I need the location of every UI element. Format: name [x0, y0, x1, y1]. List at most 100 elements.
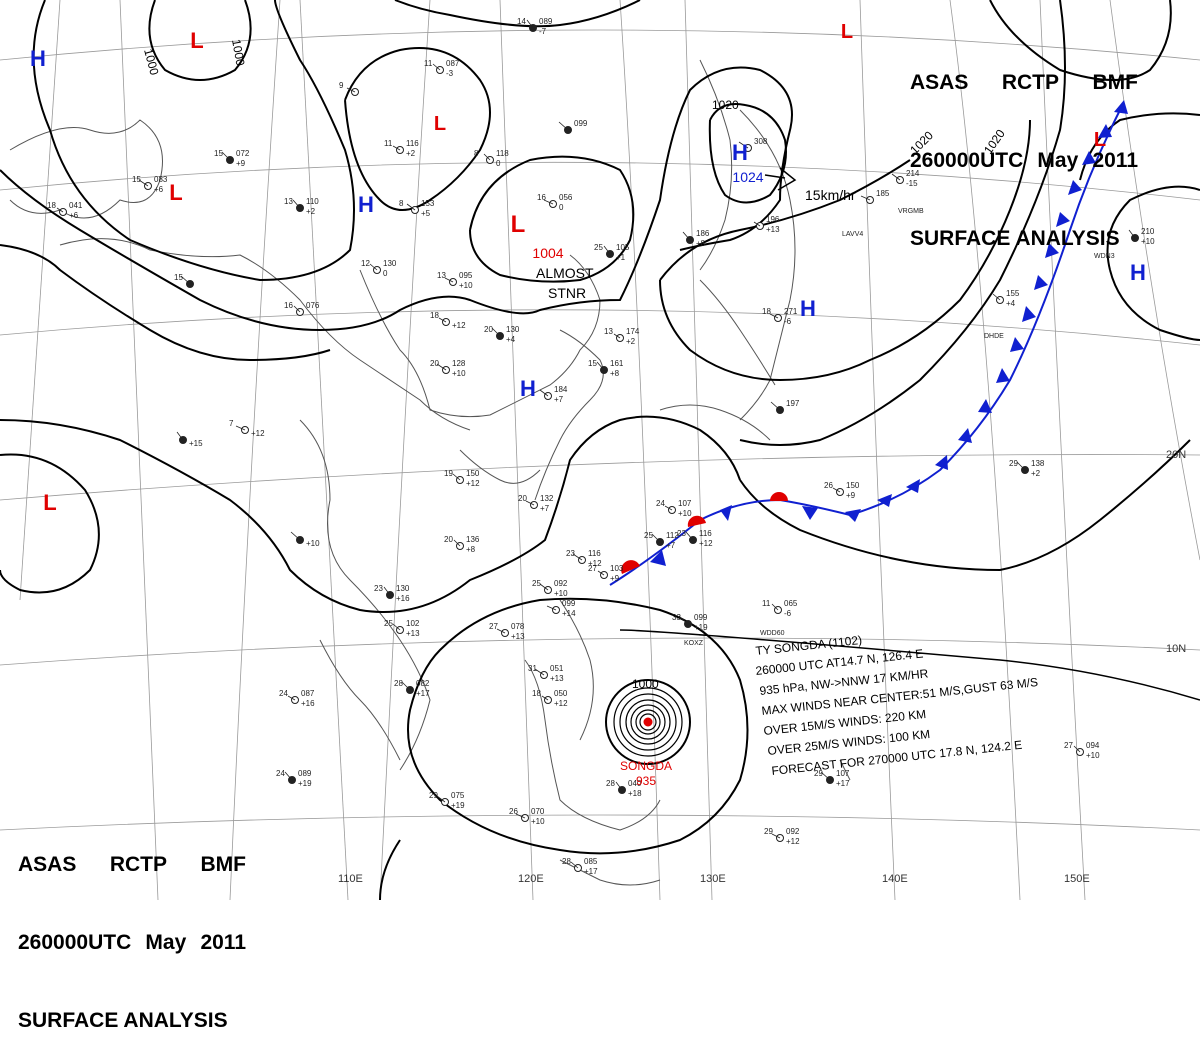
header-month: May: [1037, 148, 1078, 174]
station-temp: 29: [1009, 459, 1018, 468]
station-id: DHDE: [984, 333, 1004, 340]
station-pressure: 092: [554, 579, 568, 588]
station-pressure: 116: [699, 529, 712, 538]
high-pressure-center: H: [800, 296, 816, 321]
station-temp: 24: [656, 499, 665, 508]
station-tendency: +2: [306, 207, 316, 216]
station-tendency: -3: [446, 69, 454, 78]
high-pressure-center: H: [520, 376, 536, 401]
station-tendency: +12: [699, 539, 713, 548]
header-station: RCTP: [1002, 70, 1059, 96]
station-tendency: +6: [154, 185, 164, 194]
station-temp: 28: [562, 857, 571, 866]
station-temp: 28: [606, 779, 615, 788]
header-year: 2011: [1092, 148, 1138, 174]
station-pressure: 087: [446, 59, 460, 68]
station-temp: 11: [424, 59, 433, 68]
station-temp: 15: [588, 359, 597, 368]
station-pressure: 105: [616, 243, 630, 252]
station-tendency: +17: [836, 779, 850, 788]
isobar-label: 1020: [712, 98, 739, 112]
station-pressure: 102: [406, 619, 420, 628]
station-tendency: +13: [766, 225, 780, 234]
station-temp: 13: [284, 197, 293, 206]
station-temp: 25: [384, 619, 393, 628]
station-pressure: 184: [554, 385, 568, 394]
station-pressure: 078: [511, 622, 525, 631]
station-pressure: 099: [562, 599, 576, 608]
station-temp: 27: [1064, 741, 1073, 750]
station-tendency: +4: [1006, 299, 1016, 308]
station-pressure: 155: [1006, 289, 1020, 298]
station-temp: 18: [762, 307, 771, 316]
low-pressure-center: L: [190, 28, 203, 53]
station-pressure: 107: [678, 499, 692, 508]
station-pressure: 087: [301, 689, 315, 698]
station-temp: 13: [437, 271, 446, 280]
station-temp: 15: [174, 273, 183, 282]
station-tendency: +2: [1031, 469, 1041, 478]
station-temp: 27: [489, 622, 498, 631]
station-pressure: 197: [786, 399, 800, 408]
station-tendency: +10: [554, 589, 568, 598]
station-temp: 29: [429, 791, 438, 800]
station-temp: 20: [484, 325, 493, 334]
station-pressure: 130: [383, 259, 397, 268]
almost-stnr-label-2: STNR: [548, 285, 586, 301]
lon-label: 120E: [518, 873, 544, 885]
station-temp: 13: [604, 327, 613, 336]
station-temp: 8: [474, 149, 479, 158]
station-tendency: +10: [1086, 751, 1100, 760]
station-pressure: 130: [506, 325, 520, 334]
station-tendency: +10: [531, 817, 545, 826]
station-tendency: +17: [416, 689, 430, 698]
lat-label: 10N: [1166, 643, 1186, 655]
pressure-center-value: 1024: [732, 169, 763, 185]
station-pressure: 099: [694, 613, 708, 622]
station-temp: 24: [279, 689, 288, 698]
station-temp: 11: [762, 599, 771, 608]
station-tendency: +6: [69, 211, 79, 220]
station-tendency: +14: [562, 609, 576, 618]
station-temp: 15: [214, 149, 223, 158]
station-pressure: 116: [406, 139, 419, 148]
header-agency: ASAS: [910, 70, 968, 96]
station-pressure: 136: [466, 535, 480, 544]
station-temp: 15: [132, 175, 141, 184]
typhoon-pressure-label: 935: [636, 774, 656, 788]
station-tendency: +10: [306, 539, 320, 548]
station-tendency: +13: [550, 674, 564, 683]
station-temp: 14: [517, 17, 526, 26]
station-tendency: +12: [786, 837, 800, 846]
station-pressure: 185: [876, 189, 890, 198]
station-id: KOXZ: [684, 640, 704, 647]
station-tendency: +18: [628, 789, 642, 798]
station-tendency: +9: [610, 574, 620, 583]
station-temp: 7: [229, 419, 234, 428]
low-pressure-center: L: [43, 490, 56, 515]
header-month: May: [145, 930, 186, 956]
station-temp: 25: [532, 579, 541, 588]
station-pressure: 153: [421, 199, 435, 208]
station-pressure: 308: [754, 137, 768, 146]
lon-label: 110E: [338, 873, 363, 885]
station-tendency: -6: [784, 317, 792, 326]
header-year: 2011: [200, 930, 246, 956]
motion-speed-label: 15km/hr: [805, 187, 856, 203]
station-tendency: +2: [626, 337, 636, 346]
lon-label: 130E: [700, 873, 726, 885]
station-tendency: +12: [554, 699, 568, 708]
station-tendency: +12: [251, 429, 265, 438]
station-temp: 25: [644, 531, 653, 540]
station-tendency: -6: [784, 609, 792, 618]
high-pressure-center: H: [30, 46, 46, 71]
station-pressure: 110: [306, 197, 319, 206]
station-tendency: +4: [506, 335, 516, 344]
station-tendency: 0: [383, 269, 388, 278]
station-pressure: 095: [459, 271, 473, 280]
station-id: WDD60: [760, 630, 785, 637]
station-pressure: 065: [784, 599, 798, 608]
station-tendency: +15: [189, 439, 203, 448]
station-tendency: +12: [466, 479, 480, 488]
station-pressure: 041: [69, 201, 83, 210]
